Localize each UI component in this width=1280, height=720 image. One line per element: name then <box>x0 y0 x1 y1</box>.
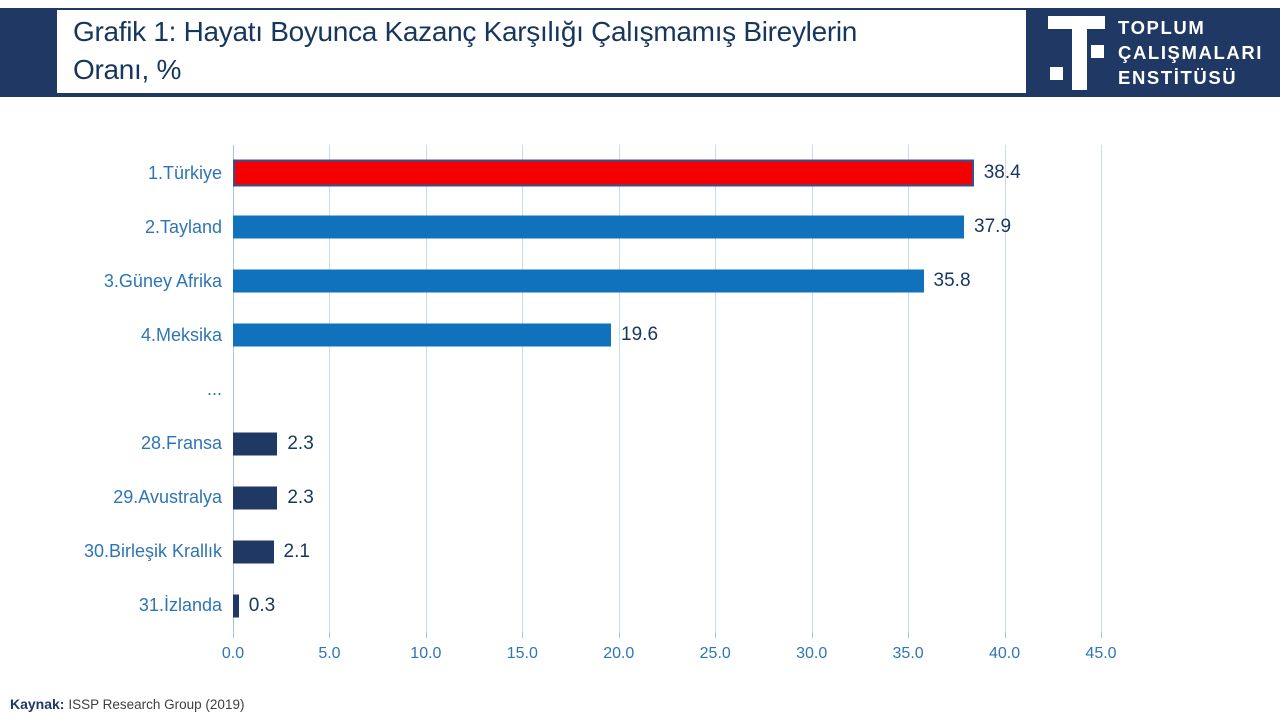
chart-title-line2: Oranı, % <box>73 54 182 85</box>
gridline <box>233 145 234 632</box>
plot-gridlines: 0.0 5.0 10.0 15.0 20.0 25.0 30.0 35.0 40.0 45.0 <box>222 145 1117 662</box>
x-tick-mark <box>1101 632 1102 638</box>
value-label: 19.6 <box>621 324 659 346</box>
chart-row: ... <box>0 362 1280 416</box>
value-label: 2.3 <box>287 432 314 454</box>
bar <box>233 159 974 187</box>
source-note: Kaynak: ISSP Research Group (2019) <box>10 696 244 712</box>
bar-track: 2.3 <box>233 416 1101 470</box>
x-tick-label: 40.0 <box>988 645 1021 662</box>
x-tick-mark <box>618 632 620 638</box>
bar-track: 19.6 <box>233 308 1101 362</box>
value-label: 2.1 <box>283 540 310 562</box>
bar-track: 2.1 <box>233 525 1101 579</box>
institute-name-line2: ÇALIŞMALARI <box>1118 42 1264 63</box>
x-tick-label: 25.0 <box>699 645 731 662</box>
chart-row: 3.Güney Afrika 35.8 <box>0 254 1280 308</box>
value-label: 38.4 <box>983 162 1021 184</box>
value-label: 0.3 <box>248 594 276 616</box>
x-tick-label: 20.0 <box>603 645 635 662</box>
source-text: ISSP Research Group (2019) <box>68 697 245 712</box>
bar-track <box>233 362 1101 416</box>
x-tick-label: 5.0 <box>318 645 341 662</box>
bar <box>233 432 278 456</box>
gridline <box>1004 145 1006 632</box>
chart-row: 1.Türkiye 38.4 <box>0 146 1280 200</box>
gridline <box>715 145 717 632</box>
chart-row: 31.İzlanda 0.3 <box>0 579 1280 633</box>
bar <box>233 540 274 564</box>
category-label: 2.Tayland <box>144 216 222 237</box>
chart-row: 28.Fransa 2.3 <box>0 416 1280 470</box>
bar-track: 2.3 <box>233 471 1101 525</box>
bar <box>233 215 965 239</box>
bar-track: 38.4 <box>233 146 1101 200</box>
x-tick-label: 15.0 <box>506 645 538 662</box>
bar-track: 37.9 <box>233 200 1101 254</box>
category-label: 28.Fransa <box>140 433 222 454</box>
institute-name-line1: TOPLUM <box>1118 17 1206 38</box>
bar <box>233 594 239 618</box>
institute-name-line3: ENSTİTÜSÜ <box>1118 67 1238 88</box>
category-label: 31.İzlanda <box>138 595 222 616</box>
chart-row: 30.Birleşik Krallık 2.1 <box>0 525 1280 579</box>
gridline <box>908 145 910 632</box>
gridline <box>811 145 813 632</box>
category-label: 29.Avustralya <box>113 487 222 508</box>
chart-row: 29.Avustralya 2.3 <box>0 471 1280 525</box>
value-label: 37.9 <box>974 216 1012 238</box>
x-tick-label: 45.0 <box>1085 645 1117 662</box>
chart-row: 4.Meksika 19.6 <box>0 308 1280 362</box>
institute-logo: TOPLUM ÇALIŞMALARI ENSTİTÜSÜ <box>1036 8 1280 97</box>
x-tick-mark <box>1004 632 1006 638</box>
gridline <box>522 145 524 632</box>
x-tick-mark <box>715 632 717 638</box>
chart-title-box: Grafik 1: Hayatı Boyunca Kazanç Karşılığ… <box>55 8 1028 95</box>
value-label: 35.8 <box>933 270 971 292</box>
category-label: 1.Türkiye <box>147 162 222 183</box>
x-tick-mark <box>908 632 910 638</box>
value-label: 2.3 <box>287 486 314 508</box>
category-label: ... <box>206 378 222 399</box>
category-label: 4.Meksika <box>140 324 222 345</box>
bar <box>233 486 278 510</box>
gridline <box>1101 145 1102 632</box>
x-tick-label: 35.0 <box>892 645 924 662</box>
gridline <box>329 145 331 632</box>
x-tick-mark <box>522 632 524 638</box>
x-tick-mark <box>329 632 331 638</box>
category-label: 3.Güney Afrika <box>103 270 222 291</box>
gridline <box>618 145 620 632</box>
chart-rows: 1.Türkiye 38.4 2.Tayland 37.9 3.Güney Afrika… <box>0 146 1280 633</box>
bar-track: 0.3 <box>233 579 1101 633</box>
x-tick-mark <box>425 632 427 638</box>
x-tick-mark <box>811 632 813 638</box>
x-tick-mark <box>233 632 234 638</box>
x-tick-label: 10.0 <box>410 645 442 662</box>
bar <box>233 269 924 293</box>
source-label: Kaynak: <box>10 696 65 712</box>
x-tick-label: 0.0 <box>221 645 245 662</box>
te-monogram-icon <box>1048 15 1108 91</box>
chart-title-line1: Grafik 1: Hayatı Boyunca Kazanç Karşılığ… <box>73 16 858 47</box>
bar <box>233 323 612 347</box>
gridline <box>425 145 427 632</box>
institute-name: TOPLUM ÇALIŞMALARI ENSTİTÜSÜ <box>1118 15 1263 90</box>
chart-row: 2.Tayland 37.9 <box>0 200 1280 254</box>
category-label: 30.Birleşik Krallık <box>83 541 222 562</box>
x-tick-label: 30.0 <box>796 645 828 662</box>
bar-track: 35.8 <box>233 254 1101 308</box>
